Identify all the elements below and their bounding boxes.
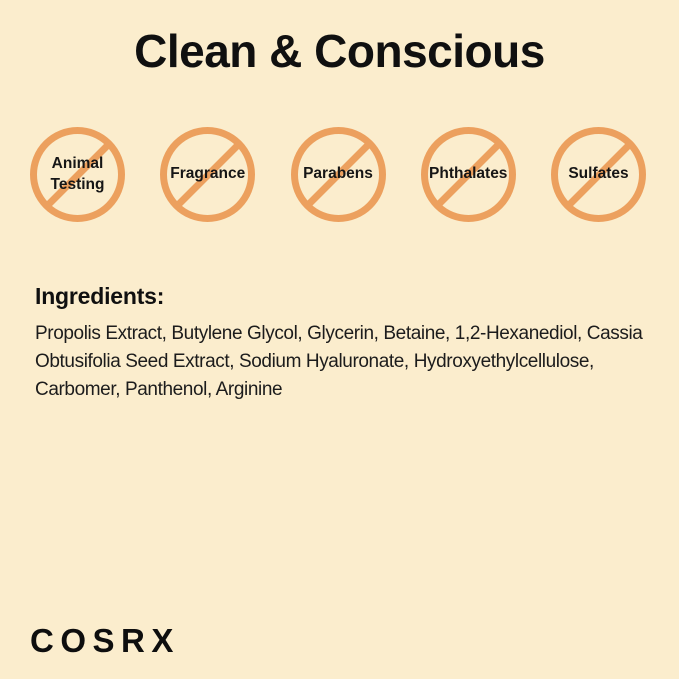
no-phthalates-badge: Phthalates [420, 127, 516, 222]
free-from-badges-row: Animal Testing Fragrance Parabens Phthal… [30, 127, 646, 222]
ingredients-section: Ingredients: Propolis Extract, Butylene … [35, 283, 669, 404]
badge-label: Parabens [303, 165, 373, 183]
page-title: Clean & Conscious [134, 25, 545, 77]
cosrx-logo: COSRX [30, 622, 180, 659]
badge-label: Animal Testing [50, 155, 105, 193]
ingredients-heading: Ingredients: [35, 283, 165, 309]
badge-label: Fragrance [170, 165, 246, 183]
badge-label: Phthalates [429, 165, 508, 183]
no-sulfates-badge: Sulfates [551, 127, 646, 222]
no-animal-testing-badge: Animal Testing [30, 127, 125, 222]
ingredients-text: Propolis Extract, Butylene Glycol, Glyce… [35, 323, 643, 400]
no-fragrance-badge: Fragrance [160, 127, 256, 222]
no-parabens-badge: Parabens [290, 127, 386, 222]
badge-label: Sulfates [568, 165, 629, 183]
